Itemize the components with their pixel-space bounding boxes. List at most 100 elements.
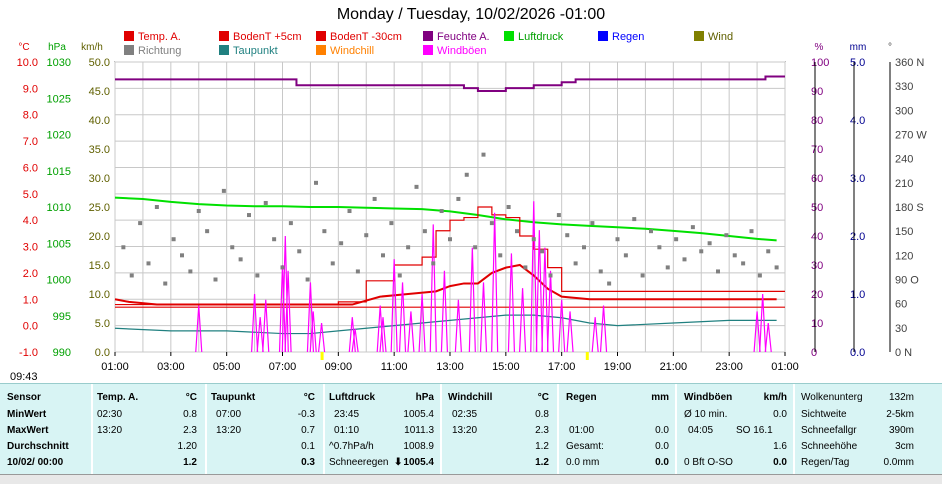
gust-spike [390, 259, 398, 353]
direction-point [247, 213, 251, 218]
legend-swatch [219, 45, 229, 55]
y-tick-label: 20.0 [89, 231, 110, 243]
y-tick-label: 10.0 [89, 289, 110, 301]
legend-item: Windchill [316, 45, 374, 57]
legend-label: Feuchte A. [437, 31, 490, 43]
rain-total-label: Gesamt: [566, 441, 604, 452]
temp-max-time: 13:20 [97, 425, 123, 436]
y-tick-label: 10.0 [17, 57, 38, 69]
time-marker-bar: 09:43 [0, 370, 942, 384]
gust-spike [558, 299, 566, 353]
x-tick-label: 15:00 [492, 361, 520, 372]
windchill-now: 1.2 [535, 457, 549, 468]
cloud-base-value: 132m [888, 392, 914, 403]
gust-spike [759, 293, 767, 353]
direction-point [473, 245, 478, 250]
y-tick-label: 4.0 [23, 215, 38, 227]
x-tick-label: 13:00 [436, 361, 464, 372]
gust-spike [284, 270, 292, 353]
x-tick-label: 09:00 [325, 361, 353, 372]
x-tick-label: 07:00 [269, 361, 297, 372]
direction-point [272, 237, 277, 242]
legend-label: BodenT -30cm [330, 31, 402, 43]
y-tick-label: 3.0 [850, 173, 865, 185]
y-tick-label: 100 [811, 57, 829, 69]
y-axis-unit: mm [850, 42, 867, 53]
time-marker [585, 352, 589, 360]
dew-min-time: 07:00 [216, 409, 242, 420]
x-tick-label: 01:00 [101, 361, 129, 372]
pressure-column: Luftdruck hPa 23:45 1005.4 01:10 1011.3 … [325, 384, 442, 474]
x-tick-label: 03:00 [157, 361, 185, 372]
y-tick-label: 30 [895, 323, 907, 335]
snowline-label: Schneefallgr [801, 425, 857, 436]
rain-head: Regen [566, 392, 597, 403]
y-tick-label: 0 N [895, 347, 912, 359]
y-axis-unit: hPa [48, 42, 66, 53]
direction-point [523, 265, 528, 270]
rain-unit: mm [651, 392, 669, 403]
direction-point [531, 237, 536, 242]
gust-avg: 0.0 [773, 409, 787, 420]
y-tick-label: 40 [811, 231, 823, 243]
dew-now: 0.3 [301, 457, 315, 468]
y-tick-label: 990 [53, 347, 71, 359]
direction-point [288, 221, 293, 226]
y-tick-label: 8.0 [23, 110, 38, 122]
y-tick-label: 25.0 [89, 202, 110, 214]
min-label: MinWert [7, 409, 47, 420]
x-tick-label: 23:00 [715, 361, 743, 372]
direction-point [607, 281, 612, 286]
y-tick-label: 35.0 [89, 144, 110, 156]
y-tick-label: 3.0 [23, 242, 38, 254]
legend-label: Luftdruck [518, 31, 564, 43]
windchill-min-time: 02:35 [452, 409, 478, 420]
y-tick-label: 70 [811, 144, 823, 156]
legend-item: Wind [694, 31, 733, 43]
gust-spike [407, 311, 415, 353]
gust-spike [566, 311, 574, 353]
direction-point [196, 209, 201, 214]
y-tick-label: 10 [811, 318, 823, 330]
y-tick-label: 50.0 [89, 57, 110, 69]
direction-point [707, 241, 712, 246]
snowline-value: 390m [888, 425, 914, 436]
direction-point [766, 249, 771, 254]
direction-point [506, 205, 511, 209]
gust-unit: km/h [763, 392, 787, 403]
direction-point [297, 249, 302, 254]
y-tick-label: 30 [811, 260, 823, 272]
series-line-feuchte-a- [115, 75, 785, 92]
direction-point [657, 245, 662, 250]
misc-column: Wolkenunterg 132m Sichtweite 2-5km Schne… [795, 384, 920, 474]
direction-point [238, 257, 243, 262]
snow-depth-value: 3cm [895, 441, 914, 452]
y-tick-label: 5.0 [95, 318, 110, 330]
direction-point [732, 253, 737, 258]
rain-now: 0.0 [655, 457, 669, 468]
direction-point [138, 221, 143, 226]
gust-avg-label: Ø 10 min. [684, 409, 728, 420]
direction-point [556, 213, 561, 218]
pressure-head: Luftdruck [329, 392, 376, 403]
pressure-trend: ^0.7hPa/h [329, 441, 374, 452]
gust-spike [250, 293, 259, 353]
gust-beaufort: 0 Bft O-SO [684, 457, 733, 468]
y-tick-label: 240 [895, 154, 913, 166]
y-tick-label: 1.0 [23, 294, 38, 306]
direction-point [699, 249, 704, 254]
direction-point [221, 188, 226, 193]
chart-title: Monday / Tuesday, 10/02/2026 -01:00 [336, 6, 606, 23]
x-tick-label: 19:00 [604, 361, 632, 372]
direction-point [498, 253, 503, 258]
rain-value: 0.0 [655, 425, 669, 436]
legend-swatch [504, 31, 514, 41]
y-tick-label: 4.0 [850, 115, 865, 127]
direction-point [406, 245, 411, 250]
rain-now-label: 0.0 mm [566, 457, 600, 468]
direction-point [690, 225, 695, 230]
y-tick-label: 210 [895, 178, 913, 190]
x-tick-label: 01:00 [771, 361, 799, 372]
direction-point [163, 281, 168, 286]
y-tick-label: 300 [895, 105, 913, 117]
